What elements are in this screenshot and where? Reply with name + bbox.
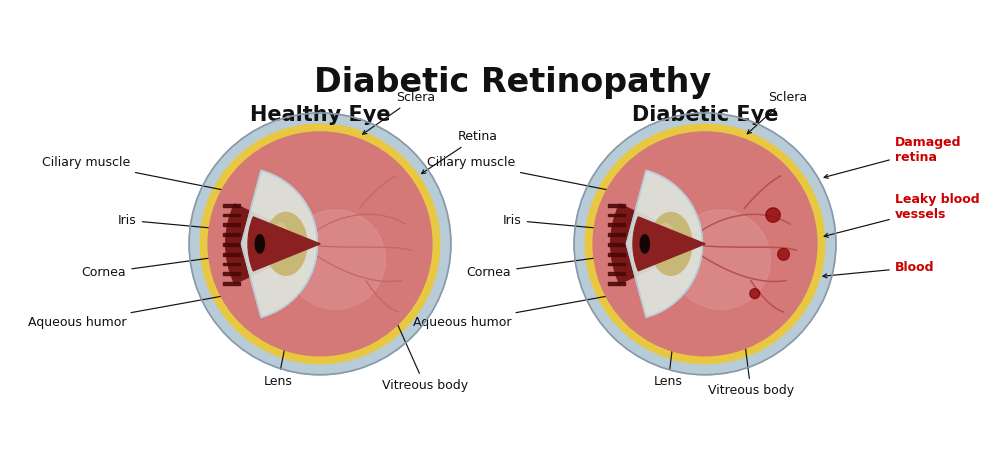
Bar (223, 223, 240, 226)
Text: Healthy Eye: Healthy Eye (250, 105, 390, 124)
Text: Iris: Iris (118, 214, 237, 232)
Circle shape (750, 289, 760, 298)
Text: Vitreous body: Vitreous body (708, 342, 794, 397)
Text: Leaky blood
vessels: Leaky blood vessels (824, 193, 979, 237)
Bar (223, 263, 240, 265)
Bar (608, 213, 625, 216)
Text: Lens: Lens (264, 320, 293, 388)
Circle shape (585, 124, 825, 364)
Circle shape (574, 113, 836, 375)
Bar (608, 233, 625, 236)
Bar (608, 263, 625, 265)
Text: Diabetic Eye: Diabetic Eye (632, 105, 778, 124)
Bar (223, 272, 240, 275)
Bar (223, 213, 240, 216)
Ellipse shape (265, 212, 307, 275)
Ellipse shape (255, 235, 264, 253)
Bar (223, 253, 240, 255)
Bar (223, 243, 240, 246)
Ellipse shape (659, 223, 672, 244)
Text: Aqueous humor: Aqueous humor (413, 293, 617, 329)
Text: Sclera: Sclera (747, 91, 807, 134)
Circle shape (766, 208, 780, 222)
Circle shape (286, 210, 385, 309)
Text: Diabetic Retinopathy: Diabetic Retinopathy (314, 66, 711, 99)
Bar (608, 223, 625, 226)
Circle shape (189, 113, 451, 375)
Circle shape (200, 124, 440, 364)
Text: Aqueous humor: Aqueous humor (28, 293, 232, 329)
Text: Vitreous body: Vitreous body (382, 315, 468, 392)
Text: Cornea: Cornea (467, 256, 599, 279)
Circle shape (593, 132, 817, 356)
Wedge shape (241, 171, 317, 317)
Text: Damaged
retina: Damaged retina (824, 136, 961, 178)
Bar (608, 243, 625, 246)
Text: Iris: Iris (503, 214, 622, 232)
Circle shape (778, 248, 789, 260)
Text: Blood: Blood (823, 261, 934, 278)
Wedge shape (633, 217, 705, 271)
Bar (223, 282, 240, 285)
Circle shape (208, 132, 432, 356)
Wedge shape (248, 217, 320, 271)
Wedge shape (226, 204, 320, 284)
Ellipse shape (274, 223, 287, 244)
Text: Cornea: Cornea (82, 256, 214, 279)
Wedge shape (626, 171, 702, 317)
Text: Ciliary muscle: Ciliary muscle (427, 156, 625, 194)
Bar (223, 233, 240, 236)
Bar (608, 253, 625, 255)
Text: Ciliary muscle: Ciliary muscle (42, 156, 240, 194)
Circle shape (671, 210, 770, 309)
Bar (608, 282, 625, 285)
Ellipse shape (640, 235, 649, 253)
Text: Retina: Retina (422, 130, 497, 174)
Bar (608, 204, 625, 207)
Text: Sclera: Sclera (363, 91, 435, 134)
Wedge shape (611, 204, 705, 284)
Bar (608, 272, 625, 275)
Ellipse shape (650, 212, 692, 275)
Bar (223, 204, 240, 207)
Text: Lens: Lens (654, 320, 683, 388)
